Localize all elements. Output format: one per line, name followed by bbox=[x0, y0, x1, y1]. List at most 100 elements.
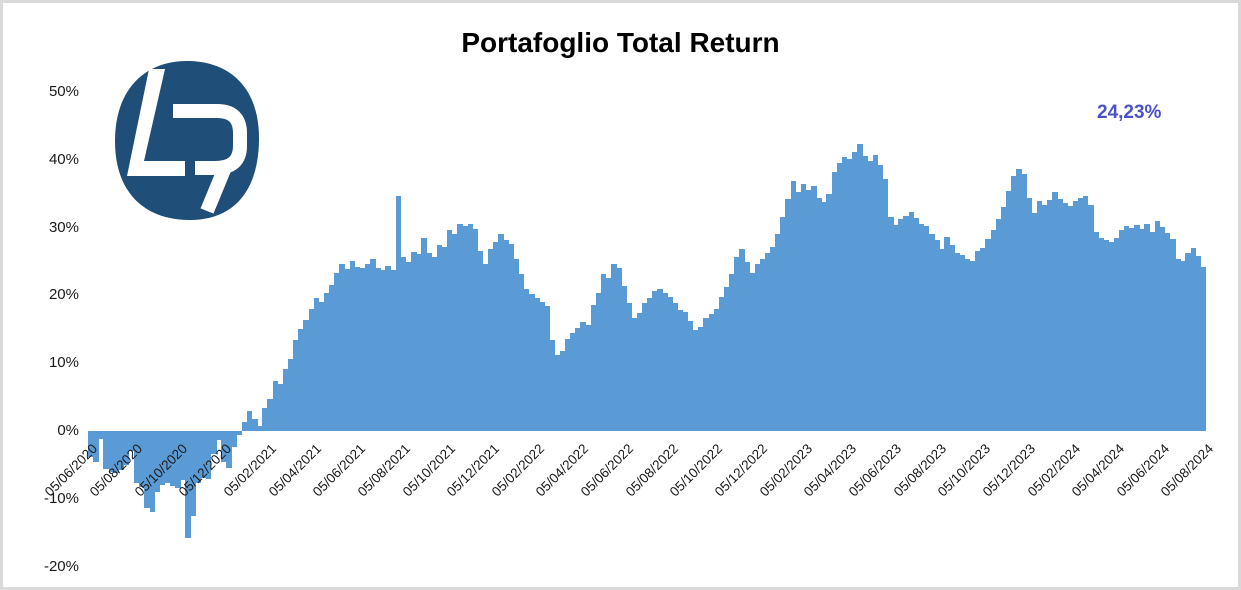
bar bbox=[816, 198, 822, 431]
bar bbox=[149, 431, 155, 513]
bar bbox=[934, 239, 940, 431]
bar bbox=[1026, 197, 1032, 431]
bar bbox=[159, 431, 166, 486]
bar bbox=[877, 164, 884, 431]
bar bbox=[1072, 201, 1079, 431]
bar bbox=[211, 431, 217, 455]
bar bbox=[498, 234, 504, 431]
bar bbox=[698, 326, 704, 431]
bar bbox=[103, 431, 109, 469]
bar bbox=[980, 247, 986, 431]
bar bbox=[364, 264, 371, 431]
bar bbox=[359, 268, 366, 431]
bar bbox=[847, 159, 853, 431]
bar bbox=[170, 431, 176, 486]
bar bbox=[205, 431, 212, 480]
bar bbox=[477, 250, 484, 431]
bar bbox=[641, 302, 648, 431]
bar bbox=[431, 256, 438, 431]
bar bbox=[134, 431, 140, 483]
bar bbox=[667, 296, 673, 431]
lr-logo-letter-r-leg bbox=[200, 162, 233, 214]
bar bbox=[1129, 227, 1135, 431]
bar bbox=[395, 196, 402, 431]
bar bbox=[1052, 192, 1058, 431]
bar bbox=[754, 264, 761, 431]
bar bbox=[180, 431, 186, 480]
bar bbox=[288, 359, 294, 431]
bar bbox=[1041, 205, 1048, 431]
bar bbox=[436, 244, 443, 431]
bar bbox=[272, 380, 279, 431]
bar bbox=[800, 184, 807, 431]
y-tick-label: 30% bbox=[48, 218, 79, 236]
bar bbox=[544, 306, 550, 431]
bar bbox=[580, 321, 586, 431]
bar bbox=[805, 189, 812, 431]
bar bbox=[493, 241, 499, 431]
bar bbox=[939, 248, 945, 431]
bar bbox=[1139, 228, 1145, 431]
bar bbox=[282, 368, 289, 431]
bar bbox=[785, 199, 791, 431]
bar bbox=[647, 298, 653, 431]
bar bbox=[1031, 213, 1038, 431]
bar bbox=[426, 252, 432, 431]
bar bbox=[231, 431, 238, 448]
bar bbox=[441, 246, 448, 431]
bar bbox=[1170, 239, 1176, 431]
bar bbox=[472, 228, 479, 431]
bar bbox=[113, 431, 120, 474]
bar bbox=[718, 296, 725, 431]
bar bbox=[200, 431, 207, 478]
bar bbox=[1190, 247, 1197, 431]
bar bbox=[323, 292, 330, 431]
bar bbox=[975, 250, 981, 431]
bar bbox=[144, 431, 150, 509]
bar bbox=[1159, 226, 1166, 431]
bar bbox=[723, 286, 730, 431]
bar bbox=[1021, 174, 1027, 431]
bar bbox=[98, 431, 104, 440]
bar bbox=[195, 431, 202, 483]
bar bbox=[123, 431, 130, 465]
bar bbox=[1118, 229, 1125, 431]
bar bbox=[488, 248, 494, 431]
bar bbox=[534, 298, 540, 431]
bar bbox=[529, 294, 535, 431]
bar bbox=[867, 161, 873, 431]
bar bbox=[995, 219, 1002, 431]
bar bbox=[457, 224, 463, 431]
bar bbox=[1108, 241, 1115, 431]
bar bbox=[390, 269, 397, 431]
lr-logo: LR bbox=[115, 61, 260, 220]
bar bbox=[1093, 232, 1099, 431]
bar bbox=[518, 274, 525, 431]
bar bbox=[190, 431, 197, 516]
bar bbox=[631, 318, 638, 431]
bar bbox=[893, 224, 899, 431]
bar bbox=[118, 431, 125, 471]
bar bbox=[241, 421, 248, 431]
bar bbox=[903, 216, 909, 431]
bar bbox=[688, 321, 694, 431]
bar bbox=[1180, 260, 1186, 431]
bar bbox=[954, 252, 961, 431]
bar bbox=[252, 418, 258, 431]
bar bbox=[1134, 224, 1140, 431]
bar bbox=[303, 320, 309, 431]
bar bbox=[636, 313, 643, 431]
bar bbox=[1200, 266, 1207, 431]
bar bbox=[175, 431, 181, 488]
bar bbox=[990, 230, 997, 431]
bar bbox=[1164, 233, 1171, 431]
bar bbox=[1154, 220, 1161, 431]
plot-area bbox=[3, 3, 1238, 587]
bar bbox=[411, 252, 417, 431]
bar bbox=[959, 255, 966, 431]
bar bbox=[1149, 231, 1156, 431]
bar bbox=[964, 259, 971, 431]
bar bbox=[831, 172, 838, 431]
bar bbox=[970, 260, 976, 431]
bar bbox=[523, 289, 530, 431]
